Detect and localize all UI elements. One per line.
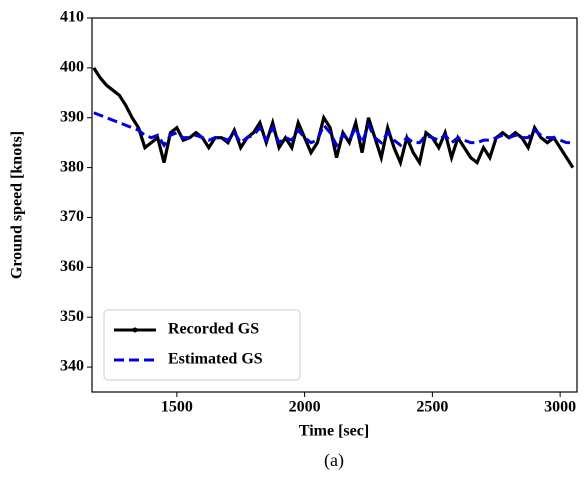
y-tick-label: 370	[60, 208, 84, 225]
data-line	[93, 111, 573, 149]
y-tick-label: 350	[60, 308, 84, 325]
legend-marker	[132, 327, 138, 333]
x-tick-label: 2000	[289, 399, 321, 416]
legend-label: Estimated GS	[168, 351, 263, 368]
x-tick-label: 1500	[161, 399, 193, 416]
plot-frame	[91, 17, 578, 393]
data-line	[92, 67, 575, 169]
legend-box	[103, 309, 301, 381]
y-tick-label: 400	[60, 59, 84, 76]
y-tick-label: 390	[60, 108, 84, 125]
legend-label: Recorded GS	[168, 321, 259, 338]
caption: (a)	[324, 450, 344, 471]
y-tick-label: 360	[60, 258, 84, 275]
y-tick-label: 410	[60, 9, 84, 26]
y-tick-label: 340	[60, 358, 84, 375]
x-tick-label: 3000	[544, 399, 576, 416]
x-axis-label: Time [sec]	[299, 423, 369, 440]
y-tick-label: 380	[60, 158, 84, 175]
x-tick-label: 2500	[416, 399, 448, 416]
y-axis-label: Ground speed [knots]	[9, 131, 26, 279]
